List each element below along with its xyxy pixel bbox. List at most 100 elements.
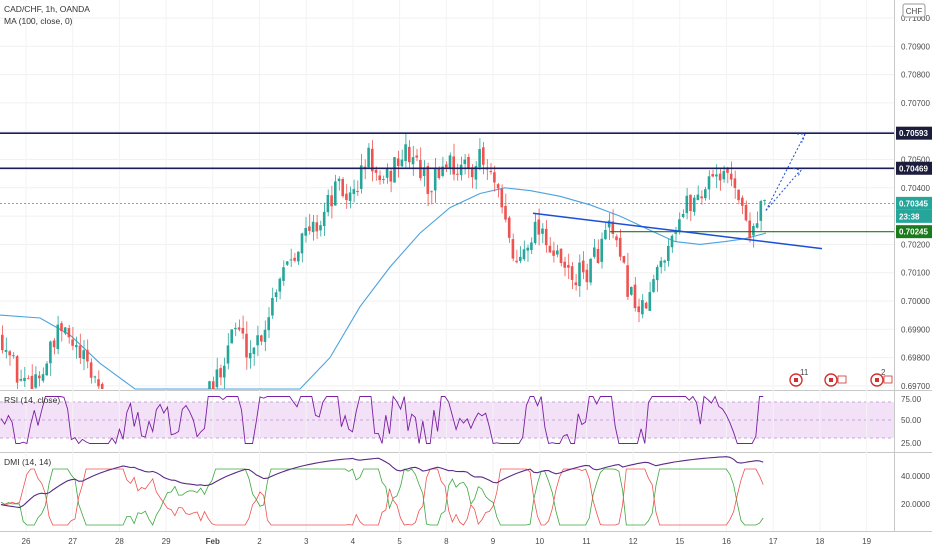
- grid: [0, 0, 894, 531]
- candle-body: [56, 324, 60, 350]
- currency-badge[interactable]: [902, 3, 926, 18]
- candle-body: [500, 188, 504, 208]
- arrow-head: [797, 133, 806, 143]
- candle-body: [311, 221, 315, 233]
- event-icon-mark: [875, 378, 879, 382]
- candle-body: [659, 260, 663, 268]
- candle-body: [570, 266, 574, 280]
- candle-body: [30, 375, 34, 389]
- dmi-pane: [0, 456, 764, 526]
- price-tag-label: 0.70245: [899, 228, 928, 237]
- price-tick-label: 0.70700: [901, 99, 930, 108]
- candle-body: [563, 261, 566, 268]
- candle-body: [15, 356, 19, 383]
- candle-body: [474, 166, 478, 180]
- adx-line: [0, 456, 764, 509]
- candle-body: [611, 221, 615, 234]
- candle-body: [678, 219, 681, 231]
- candle-body: [267, 317, 270, 331]
- candle-body: [530, 242, 533, 251]
- ma-legend[interactable]: MA (100, close, 0): [4, 16, 73, 26]
- candle-body: [289, 259, 293, 261]
- candle-body: [26, 378, 30, 380]
- candle-body: [752, 225, 755, 236]
- candle-body: [60, 323, 63, 332]
- candle-body: [75, 345, 78, 348]
- candle-body: [552, 250, 555, 256]
- price-tag-label: 0.70345: [899, 199, 928, 208]
- candle-body: [685, 195, 689, 214]
- candle-body: [715, 174, 718, 177]
- candle-body: [219, 368, 222, 378]
- currency-label: CHF: [906, 7, 923, 16]
- rsi-legend[interactable]: RSI (14, close): [4, 395, 60, 405]
- candle-body: [607, 220, 611, 228]
- candle-body: [626, 265, 629, 297]
- candle-body: [23, 377, 26, 382]
- candle-body: [704, 189, 707, 199]
- candle-body: [100, 383, 104, 389]
- candle-body: [1, 334, 4, 351]
- dmi-tick-label: 40.0000: [901, 472, 930, 481]
- candle-body: [245, 333, 248, 358]
- candle-body: [393, 157, 396, 183]
- candle-body: [8, 351, 11, 356]
- candle-body: [526, 247, 529, 251]
- candle-body: [489, 171, 492, 173]
- candle-body: [544, 228, 548, 246]
- event-count: 2: [881, 368, 886, 377]
- candle-body: [467, 156, 470, 170]
- candle-body: [478, 149, 481, 168]
- candle-body: [430, 191, 433, 193]
- candle-body: [367, 147, 370, 168]
- candle-body: [49, 341, 52, 364]
- price-tag: [896, 196, 932, 210]
- candle-body: [426, 166, 430, 194]
- candle-body: [263, 329, 267, 342]
- di-plus-line: [0, 468, 764, 526]
- flag-mini: [837, 375, 847, 384]
- price-tick-label: 0.70100: [901, 269, 930, 278]
- candle-body: [618, 237, 622, 257]
- canada-flag-icon[interactable]: [824, 373, 847, 387]
- canada-flag-icon[interactable]: 2: [870, 368, 893, 387]
- price-tick-label: 0.70800: [901, 71, 930, 80]
- candle-body: [304, 227, 307, 236]
- dmi-legend[interactable]: DMI (14, 14): [4, 457, 51, 467]
- candle-body: [759, 201, 763, 221]
- earnings-flag-icon[interactable]: 11: [789, 368, 809, 387]
- candle-body: [615, 236, 618, 241]
- candle-body: [308, 226, 311, 231]
- rsi-tick-label: 25.00: [901, 439, 922, 448]
- candle-body: [334, 181, 337, 206]
- rsi-pane: [0, 395, 764, 445]
- candle-body: [622, 256, 626, 263]
- candle-body: [404, 144, 407, 162]
- candle-body: [415, 155, 418, 158]
- candle-body: [19, 378, 23, 381]
- candle-body: [422, 167, 426, 176]
- price-tick-label: 0.70200: [901, 240, 930, 249]
- candle-body: [507, 217, 511, 238]
- candle-body: [215, 369, 219, 388]
- candle-body: [356, 190, 359, 192]
- candle-body: [63, 327, 67, 334]
- candle-body: [326, 194, 330, 213]
- candle-body: [322, 211, 326, 227]
- projection-arrow: [765, 170, 801, 211]
- rsi-tick-label: 75.00: [901, 395, 922, 404]
- time-tick-label: Feb: [206, 537, 220, 546]
- time-tick-label: 9: [491, 537, 496, 546]
- price-tick-label: 0.71000: [901, 14, 930, 23]
- time-tick-label: 12: [629, 537, 638, 546]
- candle-body: [4, 349, 8, 352]
- candle-body: [319, 225, 322, 231]
- candle-body: [223, 365, 226, 378]
- candle-body: [78, 345, 82, 359]
- symbol-legend[interactable]: CAD/CHF, 1h, OANDA: [4, 4, 90, 14]
- event-icon-mark: [829, 378, 833, 382]
- candle-body: [374, 169, 378, 173]
- candle-body: [556, 250, 559, 255]
